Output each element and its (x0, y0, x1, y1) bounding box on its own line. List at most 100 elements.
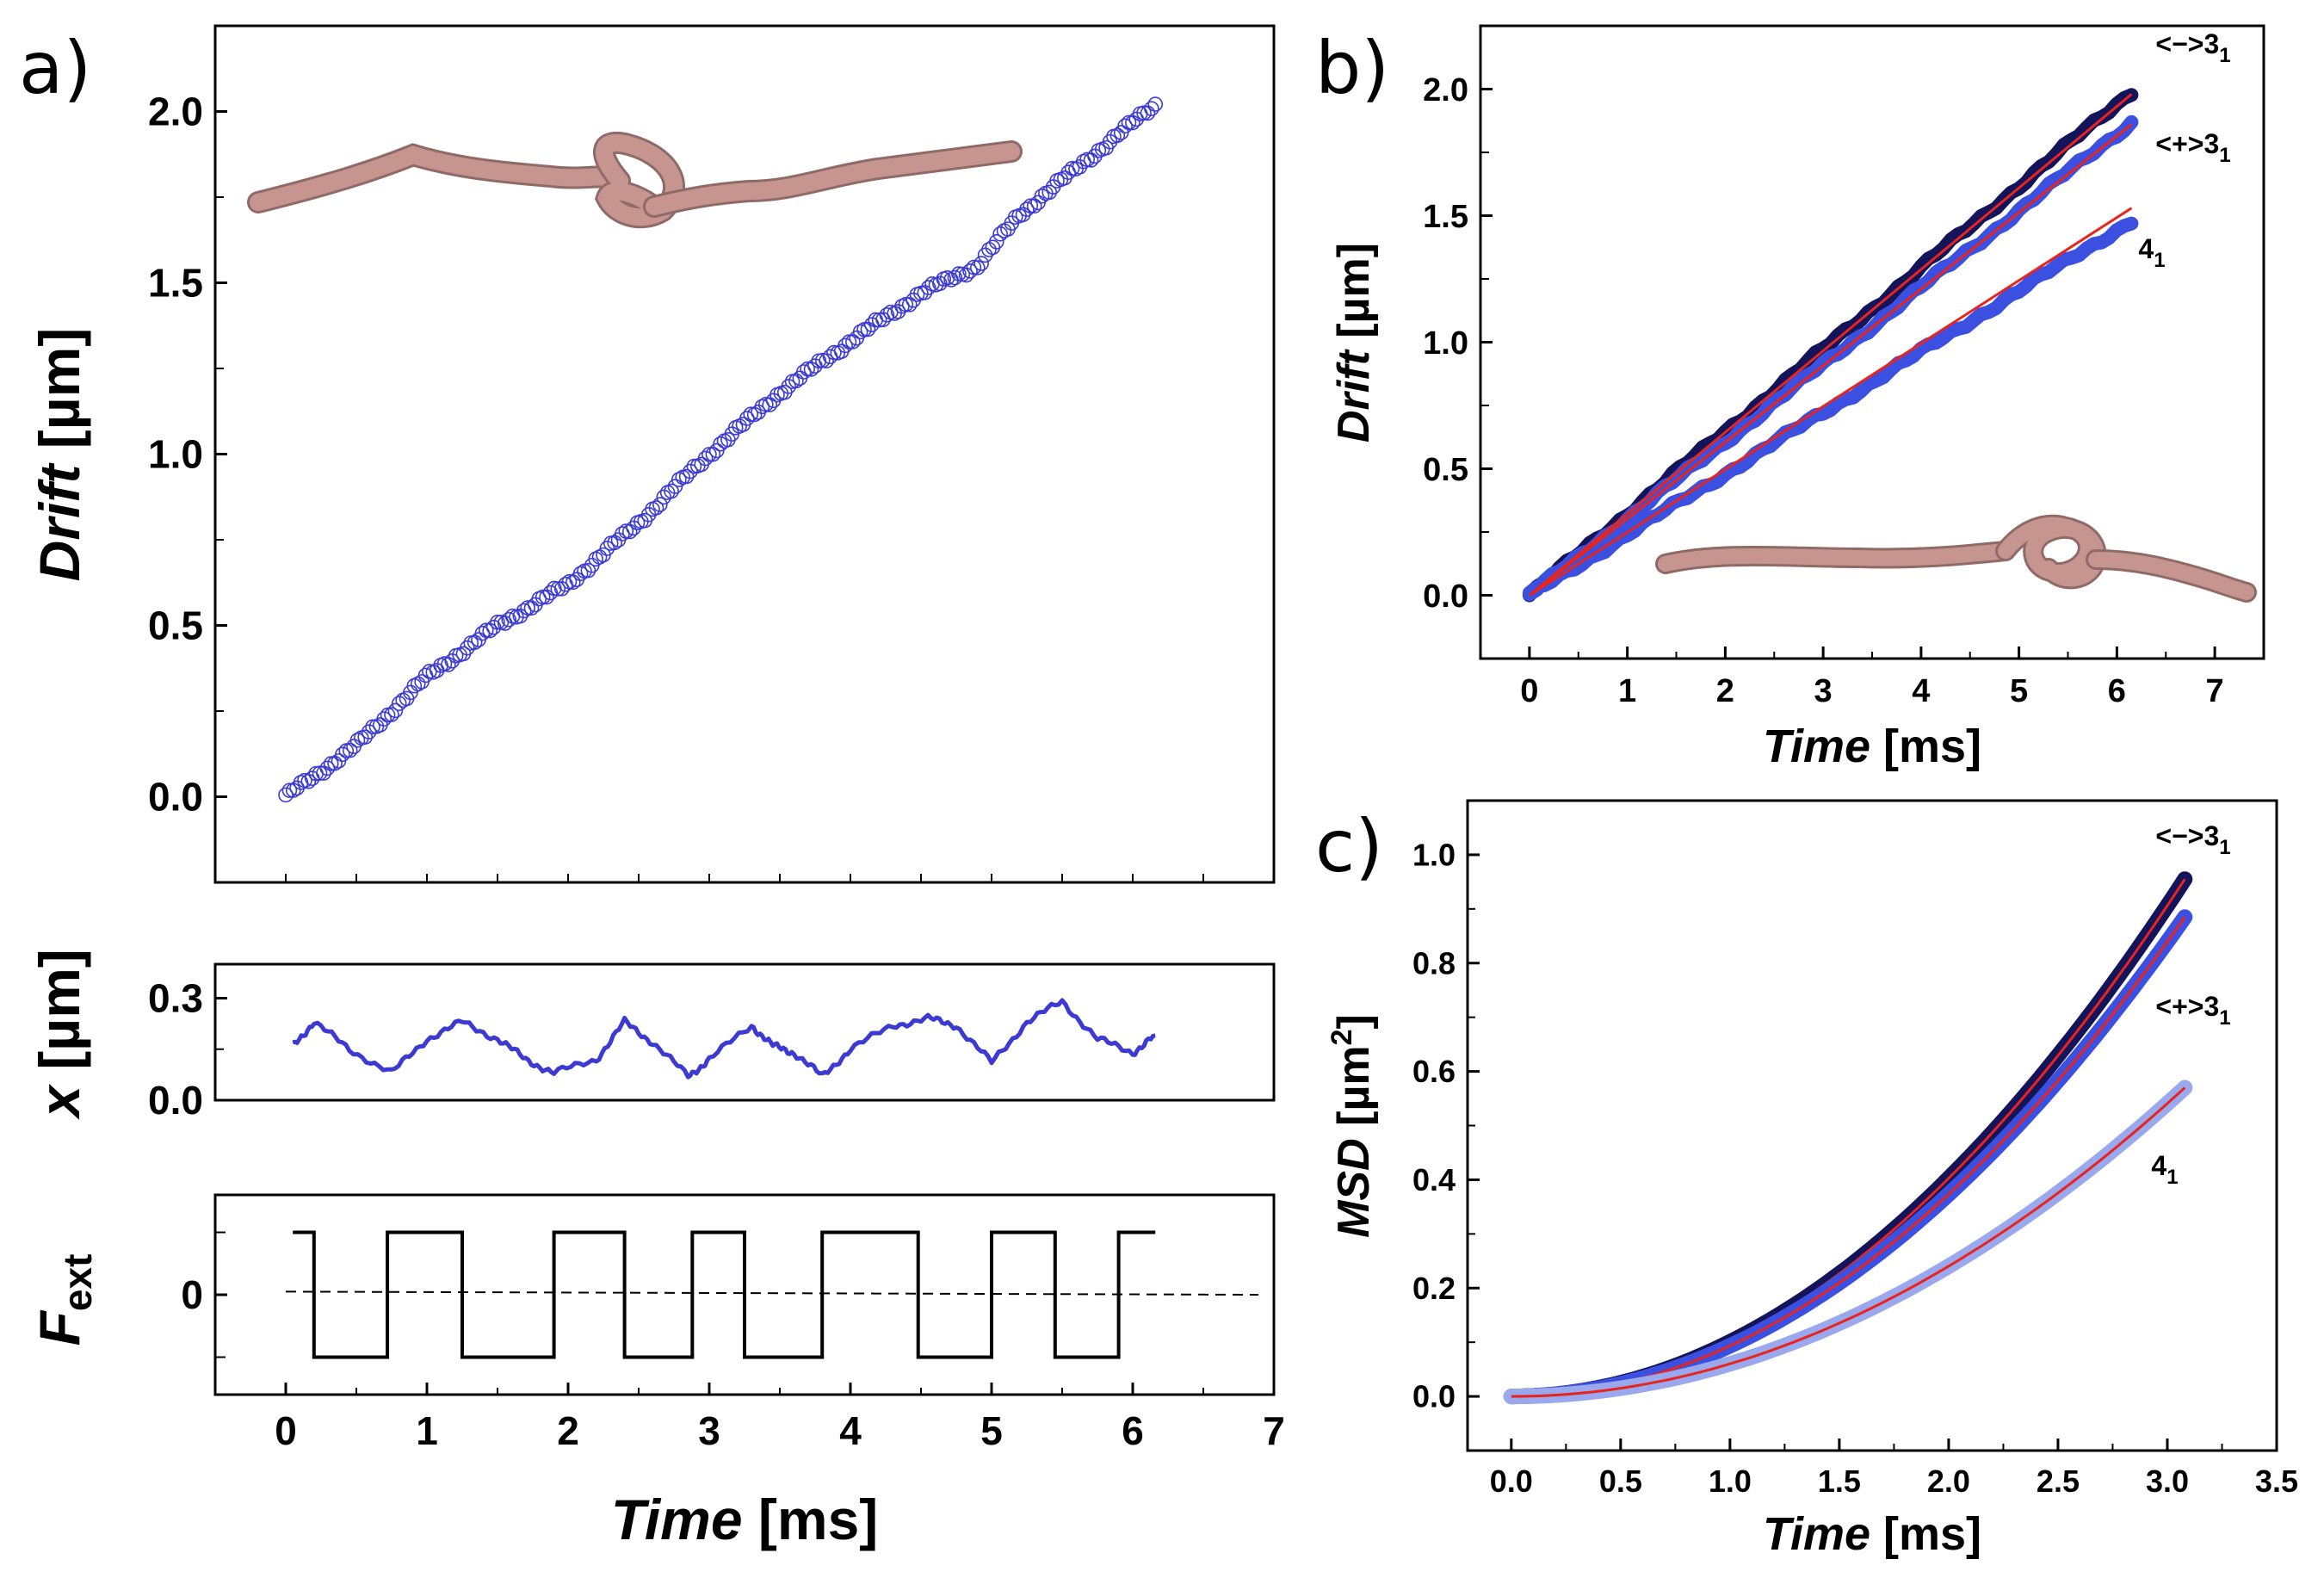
c-x-tick-label: 2.0 (1927, 1463, 1970, 1499)
drift-point (1121, 114, 1137, 131)
x-axis-label-c: Time [ms] (1763, 1508, 1981, 1560)
b-x-tick-label: 5 (2010, 673, 2028, 709)
msd-series-line (1503, 1080, 2193, 1405)
axis-ticks-a-top: 0.0 0.5 1.0 1.5 2.0 (148, 90, 1275, 882)
panel-label-c: c) (1315, 804, 1383, 888)
drift-point (327, 755, 343, 771)
drift-point (803, 362, 819, 377)
drift-point (1117, 118, 1133, 134)
a-bot-x-tick-label: 1 (416, 1408, 438, 1453)
drift-point (739, 411, 755, 426)
drift-point (316, 765, 331, 781)
series-label: 41 (2138, 233, 2165, 272)
drift-point (992, 226, 1008, 242)
drift-point (702, 447, 717, 462)
drift-point (1026, 198, 1042, 214)
force-square-wave (293, 1230, 1156, 1359)
series-label: 41 (2151, 1150, 2178, 1189)
a-bot-y-tick-label: 0 (181, 1272, 203, 1317)
a-bot-x-tick-label: 4 (839, 1408, 862, 1453)
c-x-tick-label: 1.0 (1709, 1463, 1752, 1499)
drift-point (969, 260, 986, 275)
knot-illustration-b (1655, 514, 2257, 603)
b-x-tick-label: 7 (2206, 673, 2224, 709)
drift-point (947, 269, 963, 286)
drift-point (621, 523, 638, 540)
a-bot-x-tick-label: 7 (1263, 1408, 1285, 1453)
drift-point (566, 574, 581, 591)
series-label: <−>31 (2155, 28, 2230, 67)
b-x-tick-label: 4 (1912, 673, 1930, 709)
drift-point (501, 611, 516, 628)
msd-series-c (1503, 871, 2193, 1405)
drift-point (535, 589, 551, 605)
a-top-y-tick-label: 0.0 (148, 775, 203, 820)
c-y-tick-label: 0.8 (1412, 945, 1456, 981)
drift-point (656, 489, 672, 505)
axis-ticks-a-bottom: 0 0 1 2 3 4 5 6 7 (181, 1231, 1285, 1453)
drift-point (746, 406, 763, 423)
drift-series-b (1522, 88, 2139, 603)
drift-point (1023, 198, 1039, 213)
panel-label-a: a) (19, 26, 91, 110)
drift-point (1136, 105, 1152, 121)
axis-ticks-c: 0.0 0.2 0.4 0.6 0.8 1.0 0.0 0.5 1.0 1.5 2.0 2.5 3.0 3… (1412, 838, 2298, 1499)
drift-point (713, 436, 728, 452)
drift-point (860, 321, 876, 337)
drift-point (958, 267, 974, 283)
panel-a-bottom: 0 0 1 2 3 4 5 6 7 Fext Time [ms] (28, 1193, 1285, 1551)
drift-point (1109, 127, 1126, 144)
knot-illustration-a (247, 131, 1023, 229)
a-top-y-tick-label: 1.0 (148, 432, 203, 477)
msd-fit-line (1511, 1086, 2186, 1398)
y-axis-label-b: Drift [µm] (1329, 243, 1379, 442)
drift-point (1125, 114, 1140, 131)
fit-line (1528, 123, 2133, 597)
drift-point (312, 765, 328, 782)
drift-point (361, 724, 377, 739)
drift-point (520, 600, 535, 616)
drift-point (376, 711, 392, 727)
x-position-line (292, 998, 1156, 1080)
drift-point (981, 242, 997, 257)
c-x-tick-label: 3.5 (2255, 1463, 2298, 1499)
drift-point (335, 746, 350, 763)
b-x-tick-label: 2 (1716, 673, 1734, 709)
drift-point (580, 562, 596, 579)
drift-point (962, 263, 978, 279)
c-y-tick-label: 0.6 (1412, 1054, 1456, 1089)
drift-point (485, 619, 502, 635)
axis-ticks-a-mid: 0.0 0.3 (148, 976, 227, 1123)
drift-point (845, 334, 861, 350)
a-bot-x-tick-label: 5 (980, 1408, 1003, 1453)
drift-point (387, 702, 404, 719)
series-label: <+>31 (2155, 991, 2230, 1030)
drift-point (973, 256, 989, 271)
series-label: <−>31 (2155, 820, 2230, 859)
drift-point (572, 566, 589, 582)
plot-frame-c (1466, 799, 2278, 1452)
drift-point (671, 472, 687, 487)
a-bot-x-tick-label: 2 (557, 1408, 579, 1453)
drift-point (1034, 188, 1050, 204)
series-label: <+>31 (2155, 128, 2230, 167)
drift-point (542, 585, 559, 601)
c-x-tick-label: 0.0 (1490, 1463, 1533, 1499)
c-y-tick-label: 0.4 (1412, 1162, 1456, 1197)
drift-point (898, 296, 914, 312)
b-y-tick-label: 0.0 (1423, 579, 1468, 615)
b-x-tick-label: 6 (2108, 673, 2126, 709)
b-x-tick-label: 0 (1520, 673, 1538, 709)
drift-point (460, 640, 475, 656)
drift-point (697, 450, 714, 467)
drift-point (482, 622, 498, 639)
drift-point (278, 787, 294, 803)
drift-point (490, 615, 505, 630)
drift-point (285, 783, 301, 798)
y-axis-label-a-bottom: Fext (28, 1254, 100, 1346)
drift-point (781, 379, 796, 394)
a-bot-x-tick-label: 3 (698, 1408, 720, 1453)
drift-point (300, 773, 317, 789)
drift-point (743, 406, 759, 423)
panel-a-mid: 0.0 0.3 x [µm] (28, 949, 1276, 1123)
